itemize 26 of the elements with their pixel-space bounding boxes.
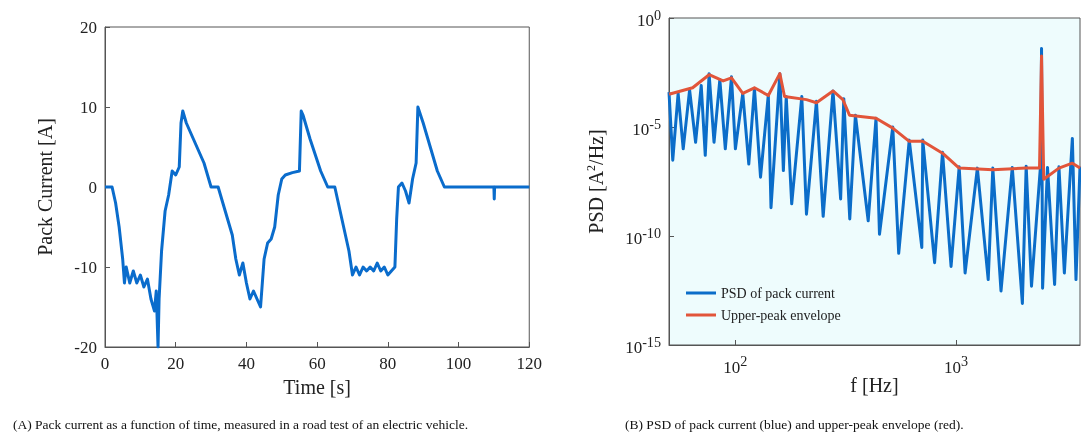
legend-label: Upper-peak envelope [721,307,841,323]
y-axis-title: PSD [A2/Hz] [584,129,607,234]
y-tick-label: 10 [80,97,97,117]
x-axis-title: Time [s] [283,376,351,398]
y-tick-label: 10$^{-15}$ [625,332,661,359]
x-tick-label: 60 [308,354,326,373]
text: (A) Pack current as a function of time, measured in a road test of an electric vehicle. [13,416,469,432]
x-tick-label: 0 [100,354,110,373]
legend-label: PSD of pack current [721,285,836,301]
y-tick-label: 10$^{0}$ [636,5,661,32]
x-tick-label: 10$^{3}$ [943,352,969,378]
x-tick-label: 80 [379,354,397,373]
y-axis-title: Pack Current [A] [34,118,56,256]
x-tick-label: 20 [167,354,185,373]
x-axis-title: f [Hz] [850,374,899,396]
y-tick-label: -10 [74,257,97,277]
y-tick-label: -20 [74,337,97,357]
x-tick-label: 40 [237,354,255,373]
x-tick-label: 10$^{2}$ [723,352,748,378]
text: (B) PSD of pack current (blue) and upper-peak envelope (red). [625,416,964,432]
y-tick-label: 10$^{-5}$ [632,114,661,141]
y-tick-label: 0 [88,177,97,197]
x-tick-label: 120 [516,354,542,373]
y-tick-label: 10$^{-10}$ [625,223,661,250]
y-tick-label: 20 [80,17,97,37]
x-tick-label: 100 [445,354,472,373]
